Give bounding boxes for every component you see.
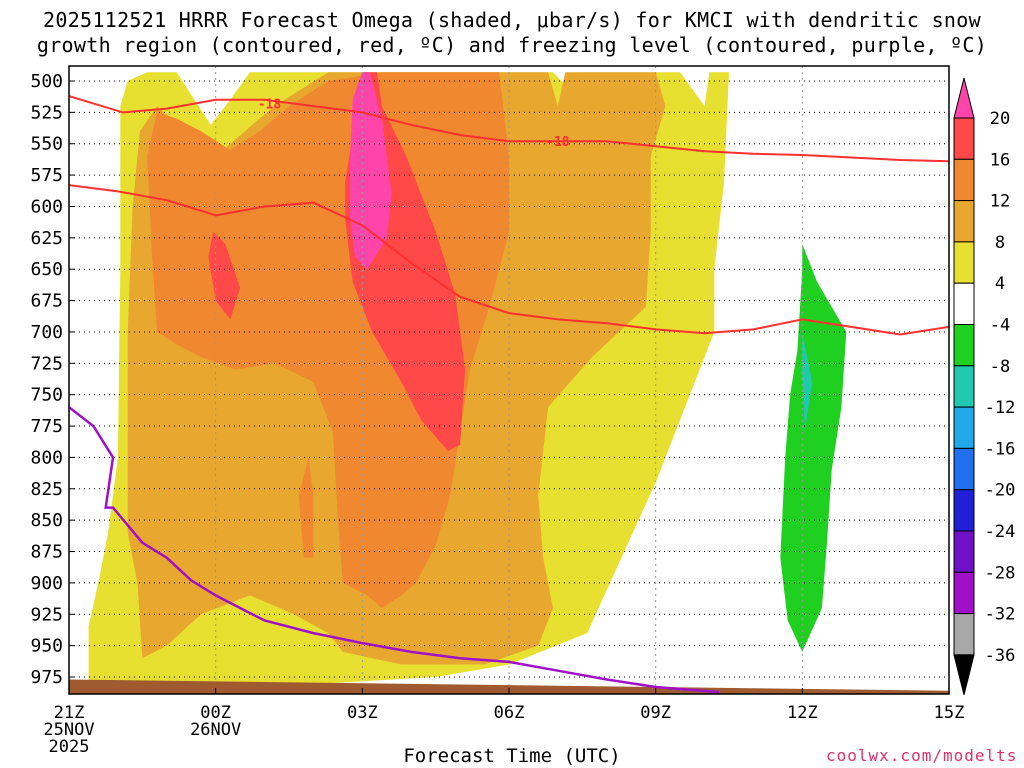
colorbar-label-10: -24 [985, 522, 1016, 542]
colorbar-box-11 [953, 571, 975, 615]
ytick-label-700: 700 [30, 322, 63, 343]
ytick-label-600: 600 [30, 196, 63, 217]
colorbar-box-3 [953, 241, 975, 284]
xtick-label-12Z: 12Z [787, 703, 818, 723]
colorbar-label-2: 12 [990, 192, 1010, 212]
ytick-label-500: 500 [30, 71, 63, 92]
colorbar-label-12: -32 [985, 605, 1016, 625]
colorbar-arrow-top [953, 77, 975, 119]
ytick-label-775: 775 [30, 416, 63, 437]
credit-text: coolwx.com/modelts [826, 746, 1018, 765]
xtick-label-21Z: 21Z [54, 703, 85, 723]
colorbar-label-0: 20 [990, 109, 1010, 129]
ytick-label-975: 975 [30, 667, 63, 688]
colorbar-box-4 [953, 282, 975, 326]
ytick-label-750: 750 [30, 385, 63, 406]
xtick-label-00Z: 00Z [200, 703, 231, 723]
colorbar-box-2 [953, 200, 975, 243]
ytick-label-650: 650 [30, 259, 63, 280]
xtick-label-03Z: 03Z [347, 703, 378, 723]
contour-label-0-1: -18 [546, 135, 570, 150]
ytick-label-800: 800 [30, 447, 63, 468]
plot-area: -18 -18 [69, 66, 949, 694]
colorbar-label-13: -36 [985, 646, 1016, 666]
xtick-sublabel-21Z-1: 2025 [49, 737, 90, 757]
colorbar-box-9 [953, 489, 975, 532]
colorbar-box-7 [953, 406, 975, 449]
x-axis-label: Forecast Time (UTC) [403, 745, 621, 767]
colorbar-box-0 [953, 117, 975, 160]
colorbar-label-3: 8 [995, 233, 1005, 253]
colorbar-label-11: -28 [985, 563, 1016, 583]
omega-shade--4-7-0 [780, 244, 847, 652]
colorbar-label-1: 16 [990, 150, 1010, 170]
colorbar-box-8 [953, 447, 975, 491]
ytick-label-875: 875 [30, 542, 63, 563]
colorbar-label-5: -4 [990, 316, 1010, 336]
ytick-label-900: 900 [30, 573, 63, 594]
xtick-label-15Z: 15Z [934, 703, 965, 723]
colorbar-box-5 [953, 324, 975, 367]
omega-shade-20-6-0 [350, 72, 392, 270]
colorbar-arrow-bottom [953, 654, 975, 696]
contour-line-2 [69, 406, 720, 694]
terrain [69, 679, 949, 694]
contour-line-0 [69, 95, 949, 163]
xtick-label-09Z: 09Z [640, 703, 671, 723]
colorbar-label-7: -12 [985, 398, 1016, 418]
colorbar-label-8: -16 [985, 439, 1016, 459]
colorbar-box-12 [953, 613, 975, 656]
chart-title-line2: growth region (contoured, red, ºC) and f… [36, 33, 988, 57]
contour-label-0-0: -18 [258, 98, 282, 113]
colorbar-label-4: 4 [995, 274, 1005, 294]
xtick-sublabel-00Z-0: 26NOV [190, 720, 241, 740]
chart-title-line1: 2025112521 HRRR Forecast Omega (shaded, … [43, 8, 981, 32]
omega-shade--8-8-0 [802, 331, 813, 433]
ytick-label-525: 525 [30, 102, 63, 123]
colorbar-box-1 [953, 158, 975, 202]
xtick-label-06Z: 06Z [494, 703, 525, 723]
xtick-sublabel-21Z-0: 25NOV [43, 720, 94, 740]
omega-shade-12-3-0 [298, 457, 314, 558]
colorbar-box-6 [953, 365, 975, 408]
ytick-label-925: 925 [30, 604, 63, 625]
ytick-label-825: 825 [30, 479, 63, 500]
ytick-label-675: 675 [30, 291, 63, 312]
ytick-label-725: 725 [30, 353, 63, 374]
ytick-label-950: 950 [30, 636, 63, 657]
ytick-label-850: 850 [30, 510, 63, 531]
colorbar-label-9: -20 [985, 481, 1016, 501]
ytick-label-625: 625 [30, 228, 63, 249]
contour-line-1 [69, 184, 949, 336]
colorbar-box-10 [953, 530, 975, 573]
colorbar-label-6: -8 [990, 357, 1010, 377]
ytick-label-550: 550 [30, 134, 63, 155]
ytick-label-575: 575 [30, 165, 63, 186]
omega-shade-16-5-0 [208, 231, 241, 320]
